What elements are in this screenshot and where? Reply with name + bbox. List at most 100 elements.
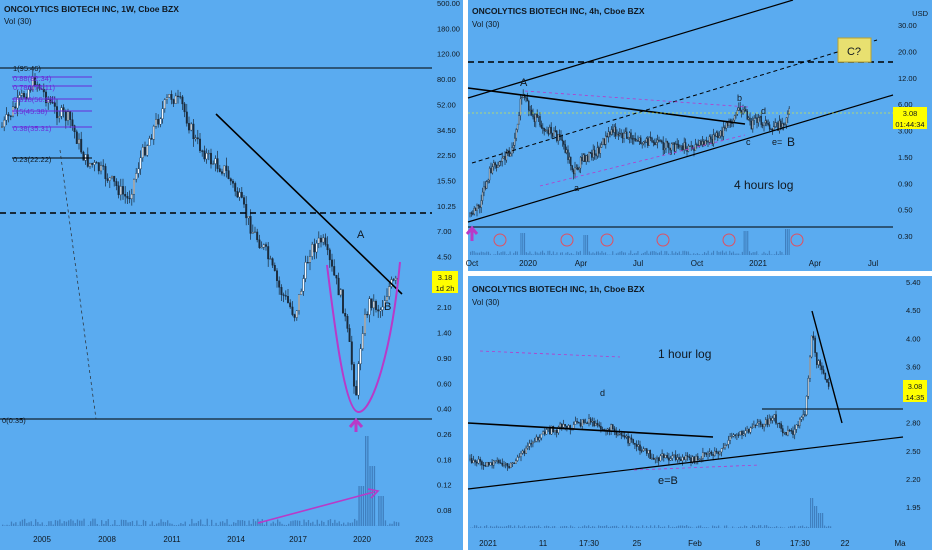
one-hour-candle bbox=[527, 446, 529, 449]
weekly-volume-bar bbox=[389, 523, 391, 526]
weekly-candle bbox=[113, 175, 116, 182]
weekly-candle bbox=[97, 162, 100, 172]
weekly-candle bbox=[152, 126, 155, 140]
four-hour-volume-bar bbox=[605, 252, 607, 255]
four-hour-candle bbox=[501, 157, 503, 162]
weekly-volume-bar bbox=[149, 524, 151, 526]
weekly-volume-bar bbox=[321, 520, 323, 526]
weekly-candle bbox=[216, 158, 219, 169]
weekly-volume-bar bbox=[74, 523, 76, 526]
one-hour-candle bbox=[644, 448, 646, 450]
fib-label-038: 0.38(35.31) bbox=[13, 124, 52, 133]
weekly-volume-bar bbox=[325, 525, 327, 526]
weekly-candle bbox=[75, 131, 78, 144]
one-hour-candle bbox=[795, 424, 798, 430]
one-hour-volume-bar bbox=[678, 525, 680, 528]
weekly-volume-bar bbox=[224, 522, 226, 526]
weekly-candle bbox=[150, 138, 153, 140]
one-hour-x-tick: 17:30 bbox=[790, 539, 811, 548]
four-hour-candle bbox=[488, 168, 491, 181]
weekly-candle bbox=[179, 96, 182, 98]
one-hour-volume-bar bbox=[630, 525, 632, 528]
four-hour-time-axis: Oct 2020 Apr Jul Oct 2021 Apr Jul bbox=[466, 259, 879, 268]
four-hour-candle bbox=[557, 134, 559, 141]
four-hour-candle bbox=[476, 204, 478, 211]
four-hour-volume-bar bbox=[498, 253, 500, 255]
weekly-volume-bar bbox=[72, 520, 74, 526]
weekly-volume-bar bbox=[356, 520, 358, 526]
weekly-x-tick: 2008 bbox=[98, 535, 116, 544]
four-hour-candle bbox=[766, 120, 768, 124]
weekly-x-tick: 2017 bbox=[289, 535, 307, 544]
weekly-volume-bar bbox=[382, 496, 384, 526]
weekly-volume-bar bbox=[112, 524, 114, 526]
one-hour-volume-bar bbox=[714, 526, 716, 528]
weekly-volume-bar bbox=[316, 519, 318, 526]
four-hour-candle bbox=[656, 139, 659, 143]
weekly-candle bbox=[166, 97, 168, 100]
weekly-candle bbox=[249, 216, 252, 234]
weekly-volume-bar bbox=[296, 520, 299, 526]
four-hour-candle bbox=[722, 127, 725, 137]
weekly-candle bbox=[122, 186, 124, 195]
four-hour-candle bbox=[584, 154, 586, 162]
weekly-price-axis: 500.00 180.00 120.00 80.00 52.00 34.50 22.50 15… bbox=[437, 0, 460, 515]
one-hour-candle bbox=[486, 461, 488, 467]
one-hour-volume-bar bbox=[510, 525, 512, 528]
weekly-candle bbox=[339, 289, 342, 296]
weekly-candle bbox=[282, 294, 285, 296]
four-hour-volume-bar bbox=[734, 253, 736, 255]
weekly-candle bbox=[95, 162, 98, 164]
four-hour-candle bbox=[606, 135, 608, 138]
weekly-candle bbox=[379, 309, 382, 312]
one-hour-volume-bar bbox=[498, 526, 500, 528]
one-hour-candle bbox=[732, 434, 735, 437]
four-hour-candle bbox=[705, 140, 708, 142]
one-hour-volume-bar bbox=[662, 526, 664, 528]
four-hour-candle bbox=[560, 135, 562, 141]
four-hour-volume-bar bbox=[578, 252, 580, 255]
weekly-candle bbox=[214, 158, 217, 164]
weekly-volume-bar bbox=[17, 525, 19, 526]
weekly-volume-bar bbox=[347, 522, 349, 526]
four-hour-y-tick: 20.00 bbox=[898, 47, 917, 56]
four-hour-volume-bar bbox=[686, 251, 688, 255]
weekly-candle bbox=[51, 102, 54, 104]
weekly-volume-bar bbox=[109, 525, 112, 526]
four-hour-volume-bar bbox=[696, 253, 698, 255]
one-hour-volume-bar bbox=[752, 525, 754, 528]
weekly-volume-bar bbox=[103, 523, 105, 526]
four-hour-volume-bar bbox=[767, 253, 769, 255]
one-hour-volume-bar bbox=[670, 527, 672, 528]
weekly-candle bbox=[254, 231, 256, 233]
weekly-candle bbox=[317, 237, 320, 244]
one-hour-volume-bar bbox=[636, 526, 638, 528]
one-hour-volume-bar bbox=[624, 527, 626, 528]
weekly-volume-bar bbox=[270, 523, 272, 526]
weekly-candle bbox=[91, 163, 94, 165]
one-hour-volume-bar bbox=[500, 526, 502, 528]
four-hour-candle bbox=[738, 107, 740, 111]
four-hour-volume-bar bbox=[531, 253, 533, 255]
four-hour-volume-bar bbox=[664, 251, 666, 255]
one-hour-volume-bar bbox=[564, 525, 566, 528]
weekly-candle bbox=[100, 165, 102, 172]
triangle-upper-dashed bbox=[524, 90, 749, 108]
four-hour-candle bbox=[614, 126, 617, 137]
four-hour-volume-bar bbox=[761, 253, 763, 255]
weekly-volume-bar bbox=[65, 521, 68, 526]
four-hour-candle bbox=[750, 121, 753, 130]
one-hour-candle bbox=[647, 450, 650, 454]
four-hour-x-tick: Jul bbox=[868, 259, 878, 268]
one-hour-volume-bar bbox=[606, 525, 608, 528]
one-hour-volume-bar bbox=[476, 525, 478, 528]
one-hour-candle bbox=[617, 434, 619, 436]
one-hour-candle bbox=[637, 444, 640, 447]
weekly-volume-bar bbox=[217, 525, 219, 526]
weekly-y-tick: 0.90 bbox=[437, 354, 452, 363]
one-hour-candle bbox=[569, 425, 572, 431]
four-hour-y-tick: 0.50 bbox=[898, 206, 913, 215]
four-hour-candle bbox=[652, 141, 655, 143]
one-hour-volume-bar bbox=[814, 506, 816, 528]
four-hour-candle bbox=[469, 212, 471, 214]
